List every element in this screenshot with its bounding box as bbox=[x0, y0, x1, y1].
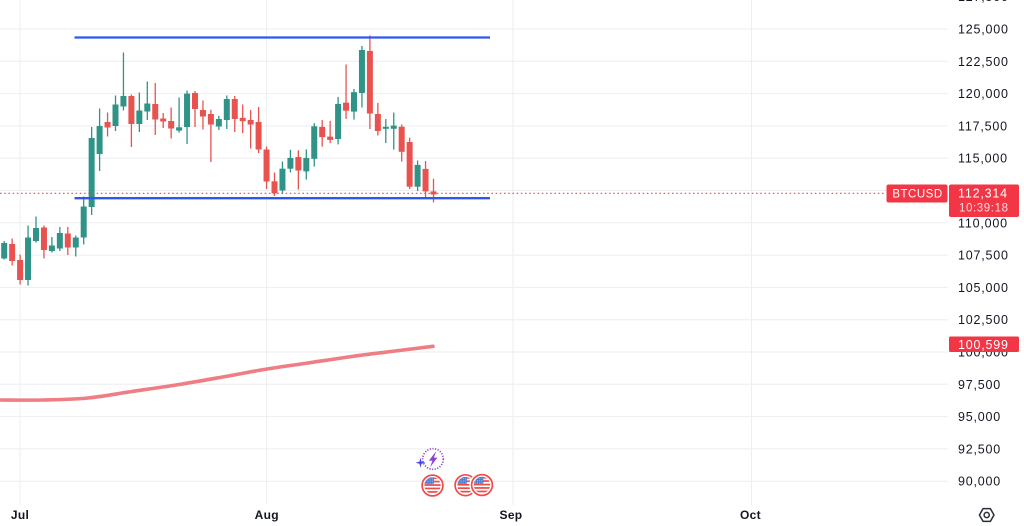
svg-text:107,500: 107,500 bbox=[958, 249, 1009, 263]
svg-text:125,000: 125,000 bbox=[958, 23, 1009, 37]
svg-text:95,000: 95,000 bbox=[958, 410, 1001, 424]
svg-text:117,500: 117,500 bbox=[958, 119, 1008, 133]
svg-text:10:39:18: 10:39:18 bbox=[959, 203, 1009, 215]
svg-text:BTCUSD: BTCUSD bbox=[892, 189, 942, 201]
svg-text:112,314: 112,314 bbox=[958, 187, 1008, 201]
svg-text:105,000: 105,000 bbox=[958, 281, 1009, 295]
svg-text:Jul: Jul bbox=[11, 508, 29, 522]
svg-text:100,599: 100,599 bbox=[958, 338, 1009, 352]
svg-text:120,000: 120,000 bbox=[958, 87, 1009, 101]
svg-text:127,500: 127,500 bbox=[958, 0, 1009, 4]
svg-text:110,000: 110,000 bbox=[958, 216, 1008, 230]
svg-text:102,500: 102,500 bbox=[958, 313, 1009, 327]
svg-text:92,500: 92,500 bbox=[958, 442, 1001, 456]
svg-text:122,500: 122,500 bbox=[958, 55, 1009, 69]
svg-text:Oct: Oct bbox=[740, 508, 761, 522]
svg-text:90,000: 90,000 bbox=[958, 475, 1001, 489]
svg-text:115,000: 115,000 bbox=[958, 152, 1008, 166]
svg-text:Sep: Sep bbox=[500, 508, 523, 522]
svg-text:97,500: 97,500 bbox=[958, 378, 1001, 392]
svg-text:Aug: Aug bbox=[255, 508, 279, 522]
